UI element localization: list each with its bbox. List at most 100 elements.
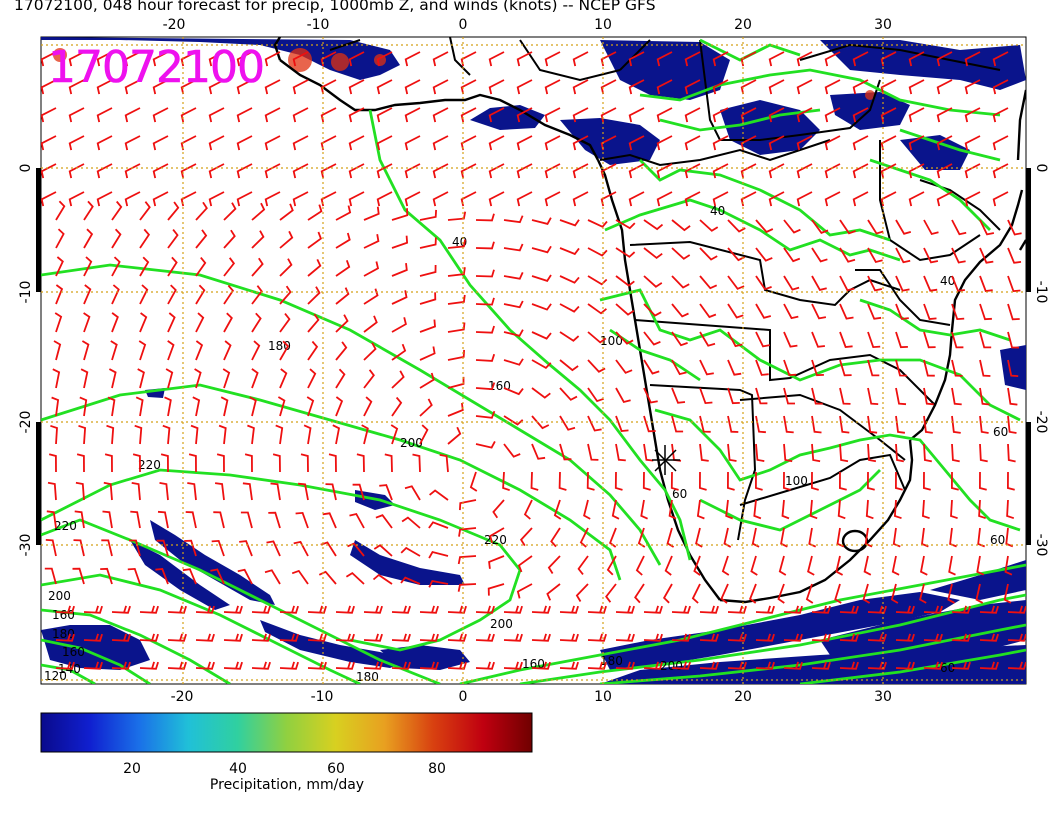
wind-barb [979, 247, 994, 264]
wind-barb [272, 453, 281, 473]
wind-barb [852, 135, 869, 151]
wind-barb [628, 191, 645, 207]
wind-barb [307, 204, 323, 221]
wind-barb [458, 527, 477, 537]
wind-barb [572, 79, 589, 95]
wind-barb [384, 453, 393, 473]
wind-barb [78, 424, 87, 445]
svg-text:0: 0 [18, 164, 34, 173]
wind-barb [544, 79, 561, 95]
wind-barb [559, 633, 579, 642]
wind-barb [419, 633, 439, 642]
wind-barb [755, 661, 775, 670]
wind-barb [264, 163, 281, 179]
wind-barb [531, 661, 551, 670]
wind-barb [684, 107, 701, 123]
wind-barb [223, 340, 232, 361]
wind-barb [979, 219, 995, 236]
wind-barb [951, 303, 965, 321]
wind-barb [615, 443, 626, 462]
wind-barb [242, 482, 253, 501]
wind-barb [223, 229, 236, 249]
wind-barb [96, 51, 113, 67]
wind-barb [487, 583, 505, 596]
wind-barb [867, 415, 878, 434]
wind-barb [517, 555, 533, 573]
wind-barb [1005, 527, 1014, 548]
wind-barb [335, 341, 348, 361]
wind-barb [1007, 633, 1026, 642]
wind-barb [768, 163, 785, 179]
contour-label: 180 [356, 670, 379, 684]
wind-barb [951, 247, 966, 264]
wind-barb [643, 415, 656, 433]
wind-barb [335, 633, 355, 642]
wind-barb [671, 219, 691, 232]
wind-barb [55, 633, 75, 642]
wind-barb [635, 555, 645, 576]
wind-barb [391, 290, 408, 305]
wind-barb [83, 633, 103, 642]
wind-barb [48, 453, 57, 473]
wind-barb [376, 79, 393, 95]
wind-barb [699, 633, 719, 642]
map-title: 17072100, 048 hour forecast for precip, … [14, 0, 656, 14]
wind-barb [106, 424, 115, 445]
coastline-layer [273, 37, 1026, 604]
contour-label: 200 [48, 589, 71, 603]
wind-barb [279, 340, 290, 361]
wind-barb [699, 219, 719, 232]
wind-barb [587, 303, 607, 315]
wind-barb [852, 107, 869, 123]
wind-barb [68, 163, 85, 179]
wind-barb [923, 633, 943, 642]
wind-barb [727, 275, 745, 290]
wind-barb [363, 661, 383, 670]
wind-barb [824, 163, 841, 179]
wind-barb [236, 51, 253, 67]
wind-barb [768, 79, 785, 95]
wind-barb [600, 163, 617, 179]
wind-barb [780, 527, 788, 548]
wind-barb [979, 605, 999, 614]
wind-barb [740, 79, 757, 95]
wind-barb [559, 415, 576, 431]
wind-barb [401, 516, 421, 529]
wind-barb [488, 107, 505, 123]
wind-barb [251, 257, 264, 277]
wind-barb [895, 275, 910, 292]
wind-barb [352, 483, 365, 501]
wind-barb [404, 191, 421, 207]
precip-area [560, 118, 660, 165]
wind-barb [404, 79, 421, 95]
wind-barb [531, 605, 551, 614]
wind-barb [180, 107, 197, 123]
wind-barb [615, 661, 635, 670]
wind-barb [264, 107, 281, 123]
wind-barb [307, 605, 327, 614]
wind-barb [811, 275, 827, 291]
wind-barb [516, 583, 533, 599]
wind-barb [335, 314, 349, 333]
wind-barb [837, 499, 846, 520]
wind-barb [753, 499, 762, 520]
wind-barb [895, 247, 911, 264]
wind-barb [322, 512, 337, 529]
wind-barb [615, 275, 635, 287]
wind-barb [684, 79, 701, 95]
wind-barb [335, 661, 355, 670]
wind-barb [432, 107, 449, 123]
wind-barb [811, 331, 826, 348]
wind-barb [139, 228, 151, 249]
wind-barb [251, 230, 265, 249]
wind-barb [516, 191, 533, 207]
wind-barb [236, 191, 253, 207]
wind-barb [811, 359, 824, 377]
wind-barbs [41, 51, 1026, 670]
wind-barb [348, 51, 365, 67]
wind-barb [628, 79, 645, 95]
wind-barb [110, 340, 118, 361]
wind-barb [139, 633, 159, 642]
wind-barb [264, 79, 281, 95]
wind-barb [419, 661, 439, 670]
